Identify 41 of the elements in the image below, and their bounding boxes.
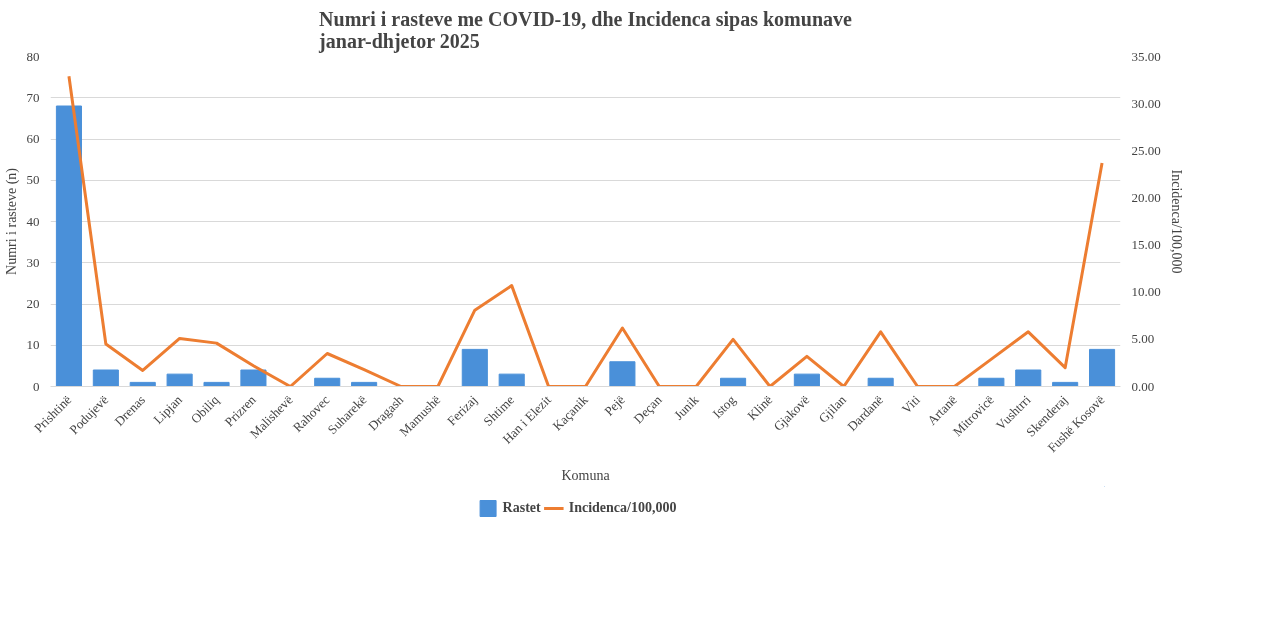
- bar: [461, 348, 488, 387]
- y2-tick-label: 35.00: [1131, 48, 1161, 64]
- y-tick-label: 0: [33, 378, 40, 394]
- x-axis-title: Komuna: [561, 468, 611, 484]
- bar: [92, 369, 119, 387]
- bar: [1089, 348, 1116, 387]
- y-tick-label: 30: [26, 254, 40, 270]
- line-series: [67, 74, 1104, 387]
- x-tick-label: Viti: [898, 391, 924, 417]
- y-tick-label: 80: [26, 48, 40, 64]
- y2-tick-label: 20.00: [1131, 189, 1161, 205]
- bar: [1015, 369, 1042, 387]
- chart-title: Numri i rasteve me COVID-19, dhe Incidenca sipas komunave janar-dhjetor 2025: [318, 7, 853, 53]
- bar: [867, 377, 894, 387]
- bar: [203, 381, 230, 387]
- bar: [720, 377, 747, 387]
- y-axis-title: Numri i rasteve (n): [3, 167, 20, 275]
- x-tick-label: Pejë: [601, 392, 628, 419]
- y-tick-label: 70: [26, 89, 40, 105]
- bar: [166, 373, 193, 387]
- y-tick-label: 50: [26, 172, 40, 188]
- bar: [609, 361, 636, 387]
- bar: [240, 369, 267, 387]
- y2-tick-label: 0.00: [1131, 378, 1155, 394]
- bar: [978, 377, 1005, 387]
- bar: [55, 105, 82, 387]
- y2-tick-label: 30.00: [1131, 95, 1161, 111]
- y2-axis-title: Incidenca/100,000: [1168, 169, 1184, 274]
- legend-label: Rastet: [502, 500, 541, 516]
- y-tick-label: 60: [26, 131, 40, 146]
- y2-tick-label: 25.00: [1131, 142, 1161, 158]
- legend-label: Incidenca/100,000: [568, 500, 677, 516]
- y2-tick-label: 10.00: [1131, 284, 1161, 300]
- y2-tick-label: 5.00: [1131, 331, 1155, 347]
- bar: [793, 373, 820, 387]
- y-tick-label: 20: [26, 296, 40, 311]
- y-tick-label: 10: [26, 337, 40, 353]
- bar: [498, 373, 525, 387]
- y-tick-label: 40: [26, 213, 40, 229]
- bar: [314, 377, 341, 387]
- y2-tick-label: 15.00: [1131, 237, 1161, 253]
